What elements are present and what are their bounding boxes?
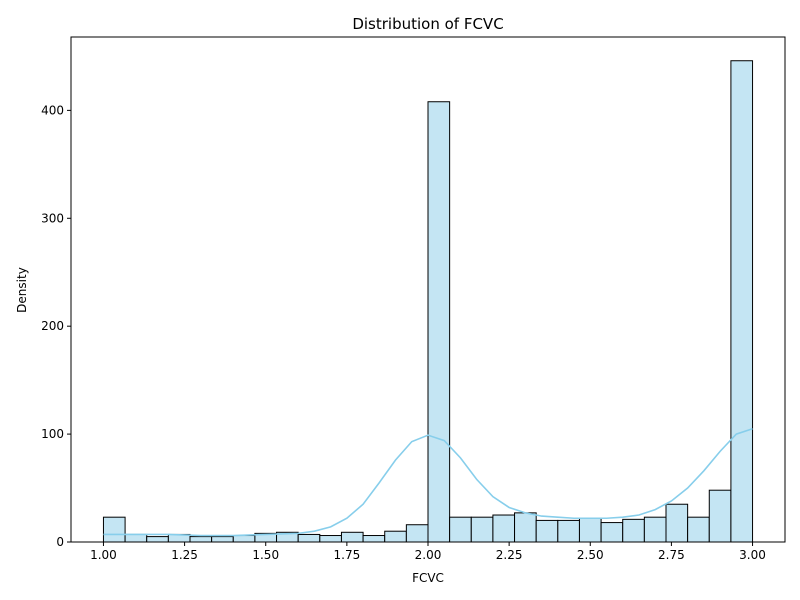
- histogram-bar: [297, 533, 321, 543]
- histogram-bars: [102, 60, 754, 543]
- histogram-bar: [600, 522, 624, 543]
- histogram-bar: [514, 512, 537, 543]
- histogram-bar: [535, 519, 559, 543]
- histogram-bar: [557, 519, 580, 543]
- y-tick-label: 200: [41, 319, 64, 333]
- histogram-bar: [124, 533, 148, 543]
- x-tick-label: 1.50: [252, 548, 279, 562]
- histogram-bar: [492, 514, 516, 543]
- histogram-bar: [405, 524, 429, 543]
- y-axis-label: Density: [15, 267, 29, 313]
- histogram-bar: [470, 516, 494, 543]
- histogram-bar: [384, 530, 407, 543]
- y-axis: 0 100 200 300 400: [41, 103, 71, 549]
- y-tick-label: 0: [56, 535, 64, 549]
- kde-line: [103, 427, 753, 537]
- histogram-bar: [232, 535, 256, 543]
- histogram-bar: [578, 517, 602, 543]
- histogram-bar: [427, 101, 451, 543]
- histogram-bar: [730, 60, 754, 543]
- histogram-bar: [340, 531, 364, 543]
- histogram-bar: [211, 536, 234, 543]
- x-tick-label: 3.00: [739, 548, 766, 562]
- y-tick-label: 300: [41, 211, 64, 225]
- chart-title: Distribution of FCVC: [352, 15, 503, 33]
- y-tick-label: 400: [41, 103, 64, 117]
- histogram-bar: [643, 516, 667, 543]
- histogram-bar: [362, 535, 386, 543]
- x-tick-label: 1.00: [90, 548, 117, 562]
- x-tick-label: 1.25: [171, 548, 198, 562]
- x-tick-label: 2.50: [577, 548, 604, 562]
- histogram-bar: [449, 516, 472, 543]
- x-tick-label: 2.25: [496, 548, 523, 562]
- histogram-bar: [189, 536, 213, 543]
- x-tick-label: 1.75: [334, 548, 361, 562]
- x-tick-label: 2.75: [658, 548, 685, 562]
- histogram-bar: [687, 516, 710, 543]
- y-tick-label: 100: [41, 427, 64, 441]
- histogram-bar: [102, 516, 126, 543]
- histogram-bar: [708, 489, 732, 543]
- histogram-bar: [622, 518, 645, 543]
- histogram-bar: [146, 536, 169, 543]
- histogram-bar: [665, 503, 689, 543]
- x-tick-label: 2.00: [415, 548, 442, 562]
- histogram-bar: [319, 535, 342, 543]
- x-axis: 1.00 1.25 1.50 1.75 2.00 2.25 2.50 2.75 3.00: [90, 542, 766, 562]
- x-axis-label: FCVC: [412, 571, 444, 585]
